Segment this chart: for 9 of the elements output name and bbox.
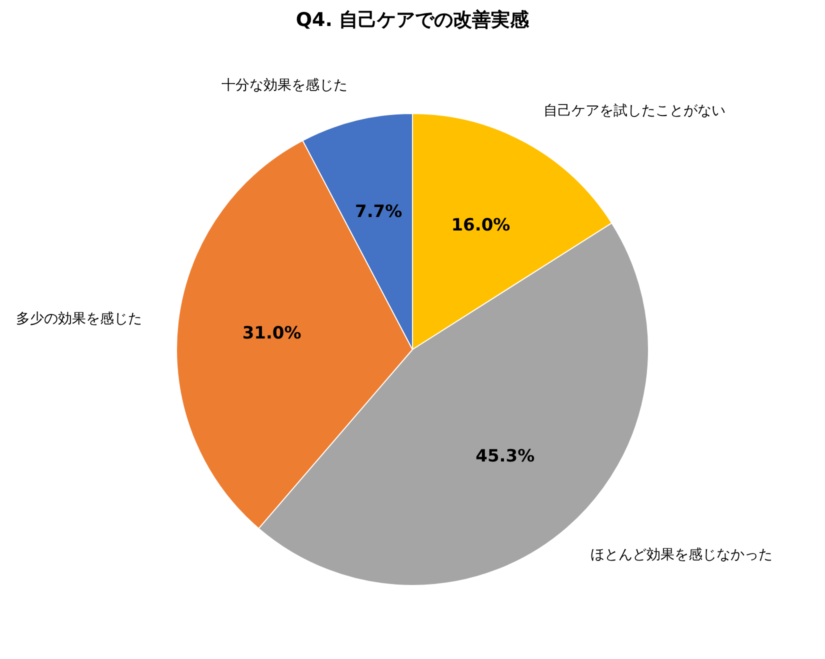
data-label: 7.7%	[355, 202, 402, 222]
slice-label: 十分な効果を感じた	[221, 77, 348, 94]
data-label: 45.3%	[476, 446, 535, 467]
slice-label: 多少の効果を感じた	[16, 310, 142, 327]
data-label: 16.0%	[451, 215, 510, 236]
data-label: 31.0%	[242, 324, 302, 344]
slice-label: 自己ケアを試したことがない	[544, 103, 726, 120]
slice-label: ほとんど効果を感じなかった	[590, 547, 772, 564]
chart-title: Q4. 自己ケアでの改善実感	[296, 9, 530, 31]
